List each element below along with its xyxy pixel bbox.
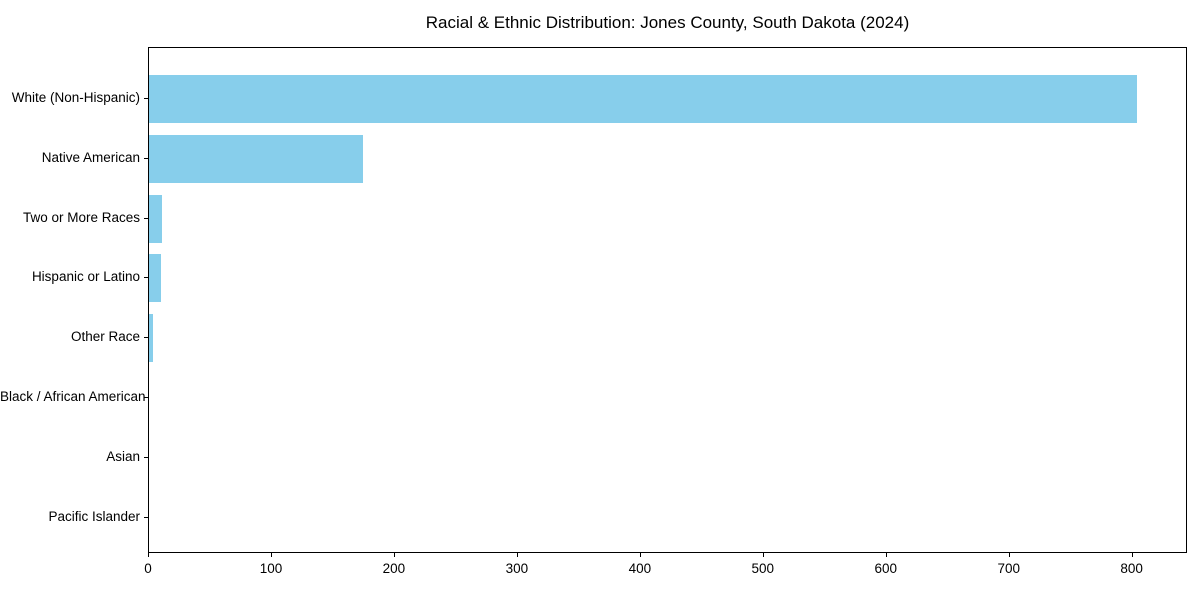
y-tick-mark (144, 396, 148, 398)
bar-other-race (149, 314, 153, 363)
x-tick-label-300: 300 (505, 561, 529, 576)
y-tick-label-two-or-more-races: Two or More Races (22, 209, 140, 225)
y-tick-label-asian: Asian (106, 448, 140, 464)
y-tick-label-other-race: Other Race (70, 329, 140, 345)
y-tick-mark (144, 277, 148, 279)
y-tick-mark (144, 516, 148, 518)
plot-area (148, 47, 1187, 553)
x-tick-mark (270, 553, 272, 557)
y-tick-label-pacific-islander: Pacific Islander (48, 508, 140, 524)
x-tick-mark (1131, 553, 1133, 557)
bar-two-or-more-races (149, 194, 163, 243)
x-tick-mark (885, 553, 887, 557)
x-tick-label-500: 500 (751, 561, 775, 576)
x-tick-label-400: 400 (628, 561, 652, 576)
x-tick-label-800: 800 (1120, 561, 1143, 576)
y-tick-label-black-african-american: Black / African American (0, 388, 146, 404)
y-tick-mark (144, 456, 148, 458)
x-tick-label-100: 100 (259, 561, 283, 576)
bar-native-american (149, 134, 363, 183)
y-tick-label-native-american: Native American (41, 149, 140, 165)
x-tick-mark (762, 553, 764, 557)
y-tick-mark (144, 97, 148, 99)
bar-white-non-hispanic (149, 74, 1137, 123)
y-tick-label-hispanic-or-latino: Hispanic or Latino (31, 269, 140, 285)
x-tick-label-700: 700 (997, 561, 1020, 576)
chart-title: Racial & Ethnic Distribution: Jones Coun… (425, 13, 910, 32)
y-tick-mark (144, 157, 148, 159)
x-tick-mark (148, 553, 149, 557)
x-tick-mark (393, 553, 395, 557)
x-tick-label-200: 200 (382, 561, 406, 576)
x-tick-label-600: 600 (874, 561, 898, 576)
y-tick-label-white-non-hispanic: White (Non-Hispanic) (11, 89, 140, 105)
x-tick-mark (639, 553, 641, 557)
bar-hispanic-or-latino (149, 254, 162, 303)
x-tick-mark (1008, 553, 1010, 557)
x-tick-mark (516, 553, 518, 557)
y-tick-mark (144, 217, 148, 219)
x-tick-label-0: 0 (144, 561, 152, 576)
y-tick-mark (144, 337, 148, 339)
